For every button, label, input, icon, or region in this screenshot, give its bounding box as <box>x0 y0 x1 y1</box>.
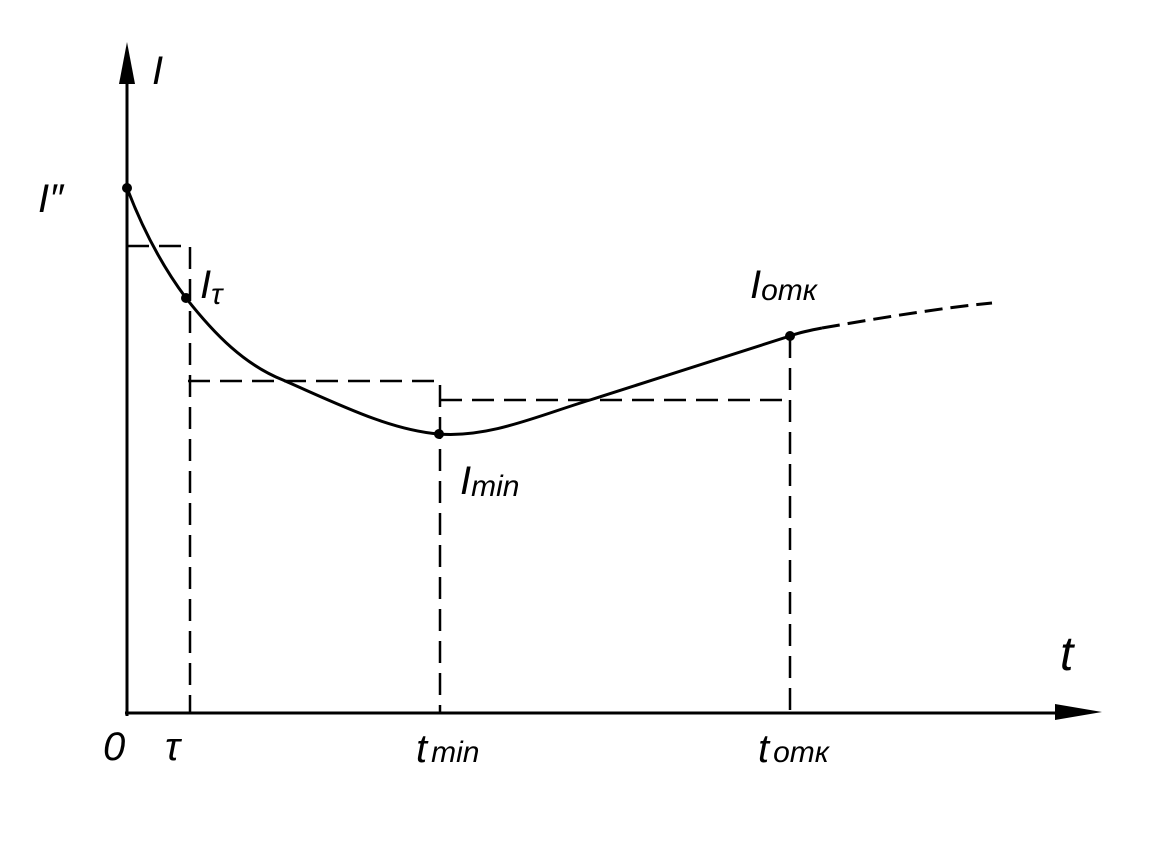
label-main: I <box>460 459 471 503</box>
origin-label: 0 <box>103 725 125 769</box>
point <box>434 429 444 439</box>
label-sub: отк <box>761 274 819 307</box>
point <box>122 183 132 193</box>
point-label: I″ <box>38 177 65 221</box>
tmin-guide <box>188 379 442 713</box>
x-marker-label: t min <box>416 727 479 771</box>
label-sub: min <box>431 736 479 769</box>
y-arrow <box>119 42 135 84</box>
point-label: Iотк <box>750 263 819 307</box>
point <box>181 293 191 303</box>
label-sub: min <box>471 470 519 503</box>
label-main: t <box>758 727 771 771</box>
label-sub: τ <box>211 278 224 311</box>
y-axis-label: I <box>152 49 163 93</box>
label-main: I <box>200 263 211 307</box>
label-main: I <box>750 263 761 307</box>
label-sub: отк <box>773 736 831 769</box>
point-label: Imin <box>460 459 519 503</box>
x-arrow <box>1055 704 1102 720</box>
curve-extension <box>821 301 993 330</box>
x-marker-label: τ <box>165 725 183 769</box>
tau-guide <box>127 244 192 713</box>
point-label: Iτ <box>200 263 224 311</box>
x-marker-label: t отк <box>758 727 831 771</box>
point <box>785 331 795 341</box>
current-curve <box>125 187 823 436</box>
label-main: t <box>416 727 429 771</box>
x-axis-label: t <box>1060 628 1075 681</box>
